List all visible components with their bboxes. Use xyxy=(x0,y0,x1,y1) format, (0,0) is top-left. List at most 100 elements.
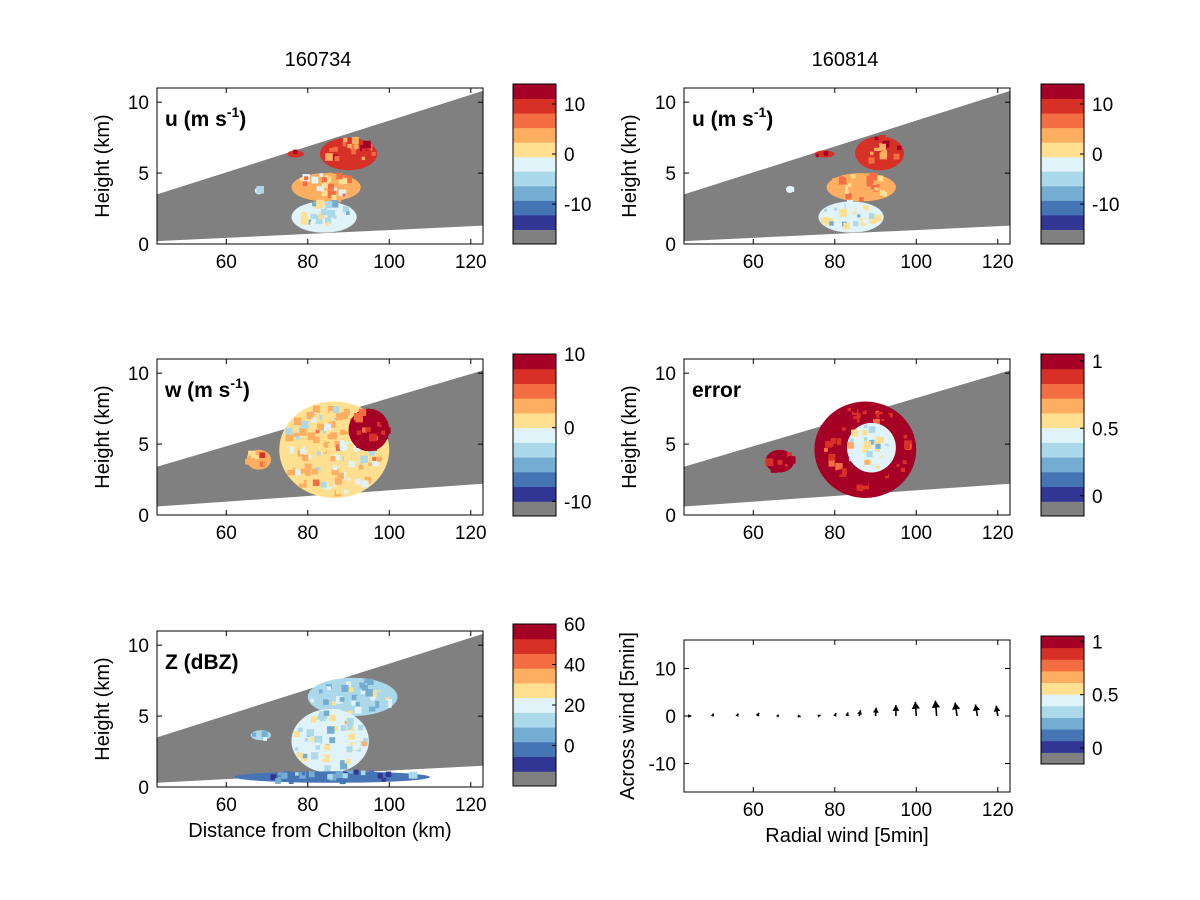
echo-cell xyxy=(285,427,293,435)
echo-cell xyxy=(868,478,877,487)
colorbar-tick-label: 0 xyxy=(564,419,575,440)
echo-cell xyxy=(372,426,379,432)
echo-cell xyxy=(879,135,886,142)
colorbar-segment xyxy=(513,398,556,414)
echo-cell xyxy=(876,184,880,188)
colorbar-tick-label: 60 xyxy=(564,615,585,636)
echo-cell xyxy=(287,467,296,476)
y-tick-label: 5 xyxy=(138,435,149,456)
echo-cell xyxy=(853,409,857,413)
echo-cell xyxy=(829,186,834,190)
echo-cell xyxy=(327,692,336,701)
echo-cell xyxy=(296,751,303,758)
colorbar-segment xyxy=(513,653,556,669)
echo-cell xyxy=(874,136,879,141)
y-tick-label: 10 xyxy=(128,636,149,657)
echo-region-fill xyxy=(847,422,896,473)
echo-cell xyxy=(830,427,838,435)
echo-cell xyxy=(863,441,872,449)
echo-cell xyxy=(316,719,320,723)
echo-cell xyxy=(327,774,333,780)
colorbar-segment xyxy=(1041,717,1084,730)
echo-cell xyxy=(360,689,366,695)
echo-cell xyxy=(259,452,266,459)
echo-cell xyxy=(339,439,346,446)
colorbar-segment xyxy=(513,741,556,758)
echo-cell xyxy=(342,139,350,147)
echo-cell xyxy=(306,478,310,482)
echo-cell xyxy=(856,484,863,491)
echo-cell xyxy=(893,434,902,443)
plot-area xyxy=(684,90,1010,242)
echo-cell xyxy=(251,732,257,737)
echo-cell xyxy=(362,440,367,445)
x-tick-label: 60 xyxy=(743,800,764,821)
echo-cell xyxy=(332,406,340,413)
echo-cell xyxy=(361,156,366,161)
echo-cell xyxy=(301,772,306,776)
echo-region xyxy=(348,408,391,452)
echo-cell xyxy=(308,771,315,778)
echo-cell xyxy=(358,151,363,156)
echo-cell xyxy=(849,438,854,443)
wind-arrow xyxy=(845,712,849,717)
colorbar-segment xyxy=(1041,670,1084,684)
echo-cell xyxy=(866,180,873,187)
echo-cell xyxy=(900,467,906,472)
colorbar-segment xyxy=(513,712,556,728)
echo-cell xyxy=(862,218,868,224)
echo-cell xyxy=(376,456,382,462)
echo-cell xyxy=(313,201,321,209)
echo-cell xyxy=(879,152,887,160)
panel-label: w (m s-1) xyxy=(164,375,250,402)
colorbar-segment xyxy=(1041,113,1084,129)
echo-cell xyxy=(292,443,299,450)
echo-cell xyxy=(360,455,368,464)
panel-label: u (m s-1) xyxy=(692,104,773,131)
echo-cell xyxy=(329,432,337,440)
echo-cell xyxy=(302,753,308,759)
echo-cell xyxy=(349,187,356,195)
echo-cell xyxy=(324,744,331,751)
echo-cell xyxy=(366,415,375,424)
echo-cell xyxy=(281,772,288,779)
echo-cell xyxy=(859,197,864,202)
echo-cell xyxy=(327,406,336,414)
colorbar-tick-label: 0 xyxy=(1092,145,1103,166)
echo-cell xyxy=(361,148,367,153)
echo-cell xyxy=(335,770,343,779)
echo-cell xyxy=(333,215,337,219)
x-tick-label: 80 xyxy=(297,252,318,273)
echo-cell xyxy=(784,464,788,468)
echo-cell xyxy=(876,157,883,164)
echo-cell xyxy=(277,772,282,776)
echo-cell xyxy=(358,408,367,416)
colorbar-tick-label: 0.5 xyxy=(1092,686,1118,707)
echo-cell xyxy=(871,140,880,148)
echo-cell xyxy=(846,200,854,207)
y-axis-label: Height (km) xyxy=(619,114,641,217)
echo-cell xyxy=(324,765,331,772)
wind-arrow xyxy=(931,700,941,717)
echo-cell xyxy=(351,700,357,706)
echo-cell xyxy=(838,185,846,193)
echo-cell xyxy=(351,694,358,701)
y-tick-label: 10 xyxy=(655,364,676,385)
echo-cell xyxy=(779,454,785,460)
echo-cell xyxy=(318,744,327,753)
column-titles: 160734 160814 xyxy=(285,49,879,71)
echo-cell xyxy=(324,217,332,224)
colorbar-segment xyxy=(513,368,556,384)
axes-frame xyxy=(683,358,1011,516)
echo-region xyxy=(287,149,304,158)
y-tick-label: 10 xyxy=(128,364,149,385)
echo-cell xyxy=(829,221,834,226)
echo-cell xyxy=(327,726,335,734)
echo-region xyxy=(291,708,369,773)
echo-cell xyxy=(848,420,856,428)
echo-cell xyxy=(828,448,836,456)
echo-cell xyxy=(340,443,348,451)
echo-cell xyxy=(789,186,795,192)
